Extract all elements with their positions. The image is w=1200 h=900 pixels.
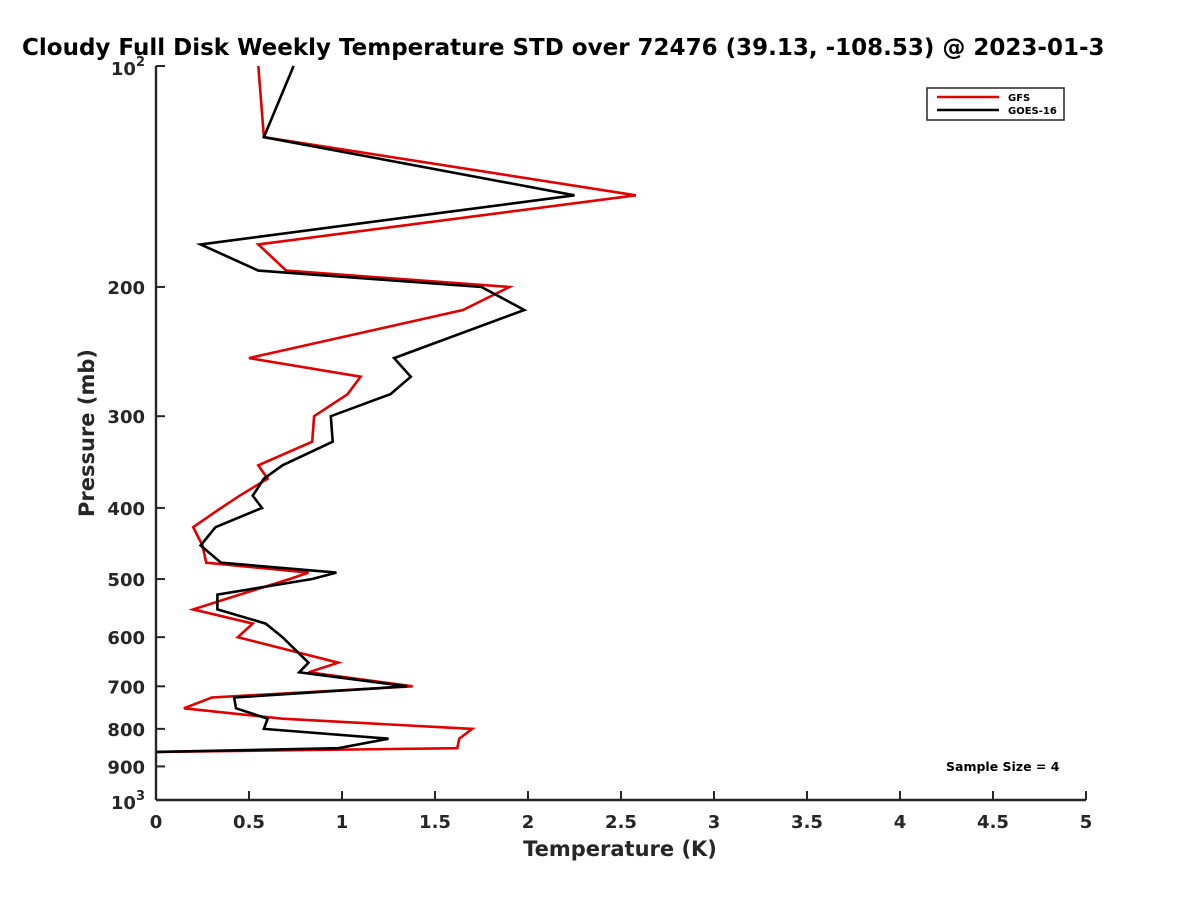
series-line-goes-16	[155, 65, 575, 754]
y-tick-label: 800	[107, 720, 145, 741]
series-line-gfs	[155, 65, 637, 754]
y-tick-label: 300	[107, 407, 145, 428]
x-tick-label: 1	[336, 812, 349, 833]
y-tick-label: 500	[107, 570, 145, 591]
y-tick-label: 600	[107, 628, 145, 649]
chart-title: Cloudy Full Disk Weekly Temperature STD …	[22, 35, 1105, 61]
legend-label: GOES-16	[1008, 106, 1057, 117]
x-tick-label: 3.5	[791, 812, 823, 833]
series-layer	[155, 65, 637, 754]
x-tick-label: 2.5	[605, 812, 637, 833]
sample-size-annotation: Sample Size = 4	[946, 759, 1060, 774]
legend-label: GFS	[1008, 93, 1030, 104]
x-tick-label: 0.5	[233, 812, 265, 833]
x-tick-label: 3	[708, 812, 721, 833]
y-tick-label: 900	[107, 757, 145, 778]
y-tick-label: 400	[107, 499, 145, 520]
y-tick-label: 200	[107, 278, 145, 299]
y-tick-label: 700	[107, 677, 145, 698]
axes-layer: 0 0.5 1 1.5 2 2.5 3 3.5 4 4.5 5 102 200 300 400 500 600 7…	[107, 55, 1092, 833]
x-tick-label: 4.5	[977, 812, 1009, 833]
x-axis-label: Temperature (K)	[523, 837, 717, 861]
legend-box	[926, 87, 1065, 121]
x-tick-label: 0	[150, 812, 163, 833]
y-tick-label: 103	[111, 789, 145, 814]
x-tick-label: 2	[522, 812, 535, 833]
x-tick-label: 4	[894, 812, 907, 833]
y-axis-label: Pressure (mb)	[75, 349, 99, 517]
y-tick-label: 102	[111, 55, 145, 80]
legend: GFS GOES-16	[926, 87, 1065, 121]
x-tick-label: 5	[1080, 812, 1093, 833]
x-tick-label: 1.5	[419, 812, 451, 833]
